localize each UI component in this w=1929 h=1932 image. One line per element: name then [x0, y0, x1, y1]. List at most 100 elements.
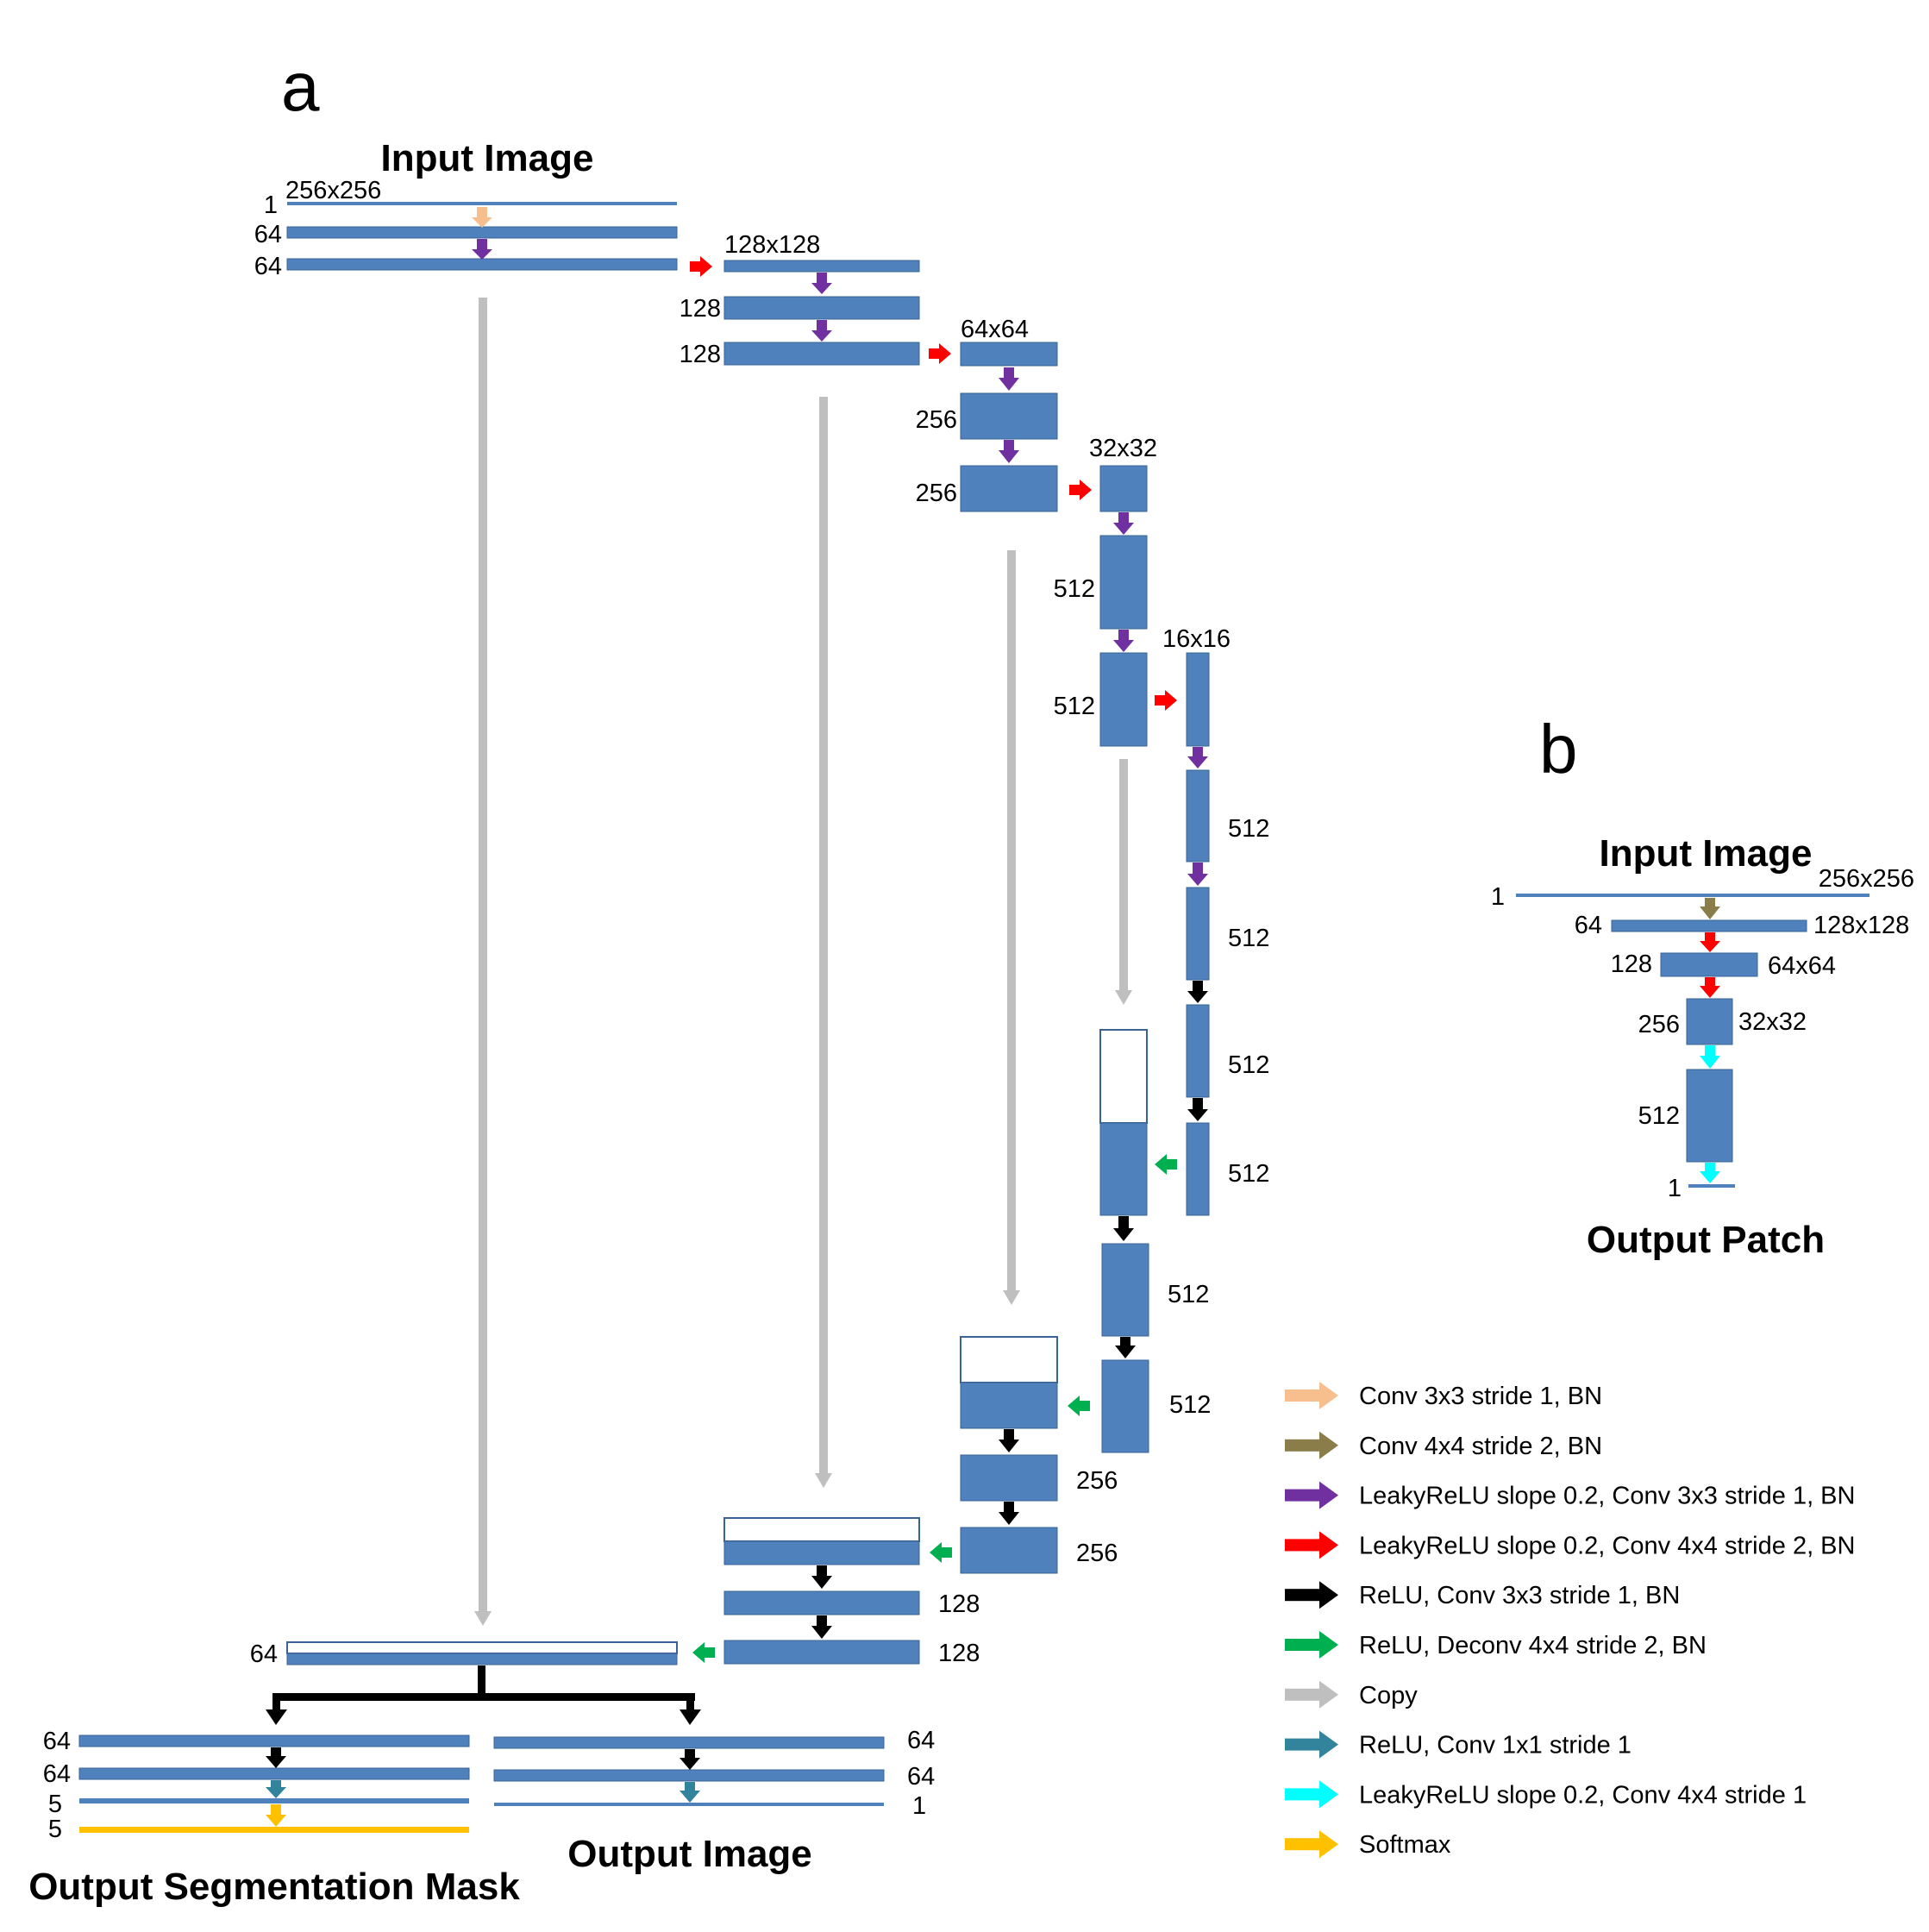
decoder-level-1: 64	[250, 1640, 678, 1668]
lrelu-conv-arrow	[1187, 862, 1208, 886]
panel-a-input-title: Input Image	[381, 137, 594, 179]
softmax-arrow	[266, 1804, 286, 1827]
deconv-arrow	[1068, 1396, 1090, 1416]
feature-block	[1186, 887, 1210, 981]
concat-block	[286, 1641, 678, 1654]
legend-arrow-icon	[1285, 1780, 1338, 1809]
lrelu-conv4x4-s1-arrow	[1700, 1045, 1720, 1069]
conv-arrow	[472, 207, 492, 228]
legend-arrow-icon	[1285, 1680, 1338, 1709]
channel-label: 256	[1076, 1540, 1118, 1567]
legend-label: LeakyReLU slope 0.2, Conv 4x4 stride 2, …	[1359, 1532, 1855, 1559]
softmax-output-layer	[79, 1827, 469, 1833]
legend-item: ReLU, Conv 3x3 stride 1, BN	[1285, 1581, 1680, 1609]
output-segmentation-mask-title: Output Segmentation Mask	[28, 1866, 520, 1908]
image-head: 64 64 1 Output Image	[493, 1727, 935, 1875]
relu-conv-arrow	[1113, 1216, 1134, 1241]
channel-label: 64	[250, 1640, 278, 1668]
output-layer	[494, 1803, 884, 1806]
feature-block	[493, 1736, 885, 1749]
legend-label: Conv 4x4 stride 2, BN	[1359, 1433, 1602, 1460]
output-patch-layer	[1688, 1184, 1735, 1188]
legend-arrow-icon	[1285, 1730, 1338, 1759]
segmentation-head: 64 64 5 5 Output Segmentation Mask	[28, 1728, 520, 1908]
channel-label: 512	[1169, 1391, 1211, 1419]
conv4x4-arrow	[1700, 898, 1720, 919]
deconv-arrow	[1155, 1154, 1177, 1175]
channel-label: 1	[912, 1792, 926, 1820]
size-label-128: 128x128	[724, 231, 820, 259]
relu-conv-arrow	[999, 1502, 1019, 1525]
legend-item: Softmax	[1285, 1830, 1451, 1859]
lrelu-conv-arrow	[999, 367, 1019, 391]
panel-b: b Input Image 1 256x256 64 128x128 128 6…	[1491, 711, 1914, 1261]
feature-block	[286, 1653, 678, 1665]
size-label: 64x64	[1768, 952, 1836, 980]
feature-block	[1101, 1359, 1149, 1453]
feature-block	[78, 1767, 470, 1780]
feature-block	[1099, 465, 1148, 512]
channel-label: 5	[48, 1816, 62, 1843]
channel-label: 64	[43, 1728, 71, 1755]
feature-block	[1099, 535, 1148, 630]
lrelu-conv4x4-s1-arrow	[1700, 1163, 1720, 1183]
downsample-arrow	[929, 343, 951, 364]
legend-item: LeakyReLU slope 0.2, Conv 4x4 stride 1	[1285, 1780, 1807, 1809]
size-label-256: 256x256	[285, 177, 381, 204]
feature-block	[78, 1734, 470, 1747]
feature-block	[286, 258, 678, 271]
legend-arrow-icon	[1285, 1830, 1338, 1859]
feature-block	[723, 1540, 920, 1565]
legend-item: LeakyReLU slope 0.2, Conv 3x3 stride 1, …	[1285, 1481, 1855, 1510]
panel-a-letter: a	[281, 48, 320, 125]
size-label: 256x256	[1819, 865, 1914, 893]
channel-label: 512	[1228, 925, 1269, 952]
bottleneck: 16x16 512 512 512 512	[1155, 625, 1269, 1216]
channel-label: 64	[254, 221, 282, 248]
size-label-64: 64x64	[961, 316, 1029, 343]
size-label: 128x128	[1813, 912, 1909, 939]
feature-block	[960, 1454, 1058, 1502]
channel-label: 256	[1076, 1467, 1118, 1495]
copy-arrow-level4	[1115, 759, 1132, 1005]
channel-label: 128	[938, 1590, 980, 1618]
lrelu-conv-arrow	[1113, 512, 1134, 535]
concat-block	[723, 1517, 920, 1542]
relu-conv-arrow	[811, 1615, 832, 1639]
legend-item: Conv 3x3 stride 1, BN	[1285, 1382, 1602, 1410]
legend-label: Softmax	[1359, 1831, 1451, 1859]
deconv-arrow	[930, 1542, 952, 1563]
decoder-level-2: 128 128	[692, 1517, 980, 1667]
lrelu-conv-arrow	[1187, 747, 1208, 768]
feature-block	[286, 226, 678, 239]
channel-label: 128	[680, 341, 721, 368]
feature-block	[723, 260, 920, 273]
feature-block	[960, 465, 1058, 512]
feature-block	[960, 342, 1058, 367]
encoder-level-1: 256x256 1 64 64	[254, 177, 712, 280]
feature-block	[1099, 1122, 1148, 1216]
relu-conv-arrow	[999, 1429, 1019, 1452]
feature-block	[1099, 652, 1148, 747]
concat-block	[960, 1336, 1058, 1383]
feature-block	[79, 1798, 469, 1803]
channel-label: 1	[1668, 1175, 1682, 1202]
legend-arrow-icon	[1285, 1431, 1338, 1459]
channel-label: 128	[1611, 950, 1652, 978]
relu-conv1x1-arrow	[680, 1782, 700, 1803]
size-label-16: 16x16	[1162, 625, 1231, 653]
copy-arrow-level2	[815, 397, 832, 1488]
encoder-level-3: 64x64 256 256	[916, 316, 1092, 512]
channel-label: 256	[916, 406, 957, 434]
deconv-arrow	[692, 1642, 715, 1663]
size-label-32: 32x32	[1089, 435, 1157, 462]
feature-block	[1101, 1243, 1149, 1337]
channel-label: 1	[264, 191, 278, 219]
channel-label: 64	[254, 253, 282, 280]
relu-conv-arrow	[1187, 981, 1208, 1003]
downsample-arrow	[1155, 690, 1177, 711]
channel-label: 512	[1228, 1051, 1269, 1079]
panel-b-letter: b	[1539, 711, 1578, 787]
channel-label: 512	[1228, 815, 1269, 843]
